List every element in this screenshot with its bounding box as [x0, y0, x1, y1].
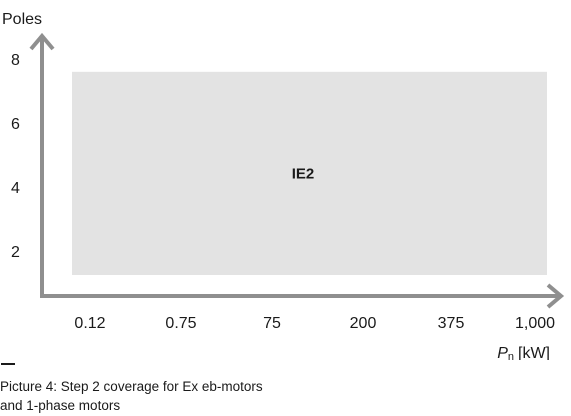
- x-tick-label: 375: [438, 315, 465, 332]
- y-axis-title: Poles: [2, 11, 42, 28]
- figure-caption: Picture 4: Step 2 coverage for Ex eb-mot…: [0, 377, 560, 415]
- x-tick-label: 200: [350, 315, 377, 332]
- y-tick-labels: 2 4 6 8: [11, 52, 20, 261]
- axes: [29, 32, 565, 309]
- caption-line-1: Picture 4: Step 2 coverage for Ex eb-mot…: [0, 379, 263, 394]
- x-axis-title-unit: [kW]: [518, 345, 550, 360]
- x-axis-title-symbol: P: [497, 345, 508, 360]
- ie2-region-label: IE2: [292, 165, 315, 182]
- caption-marker: [1, 363, 15, 365]
- y-tick-label: 2: [11, 244, 20, 261]
- caption-line-2: and 1-phase motors: [0, 398, 121, 413]
- x-tick-label: 0.75: [165, 315, 196, 332]
- coverage-chart: IE2 Poles 2 4 6 8 0.12 0.75 75 200 375 1,000 Pn […: [2, 11, 565, 360]
- y-tick-label: 6: [11, 116, 20, 133]
- x-tick-label: 0.12: [74, 315, 105, 332]
- x-tick-labels: 0.12 0.75 75 200 375 1,000: [74, 315, 555, 332]
- x-axis-title-subscript: n: [508, 351, 514, 360]
- y-tick-label: 8: [11, 52, 20, 69]
- y-tick-label: 4: [11, 180, 20, 197]
- x-tick-label: 1,000: [515, 315, 555, 332]
- ie2-coverage-region: [72, 71, 547, 275]
- y-axis-arrowhead: [29, 32, 55, 51]
- x-tick-label: 75: [263, 315, 281, 332]
- x-axis-title: Pn [kW]: [497, 345, 550, 360]
- x-axis-arrowhead: [546, 283, 565, 309]
